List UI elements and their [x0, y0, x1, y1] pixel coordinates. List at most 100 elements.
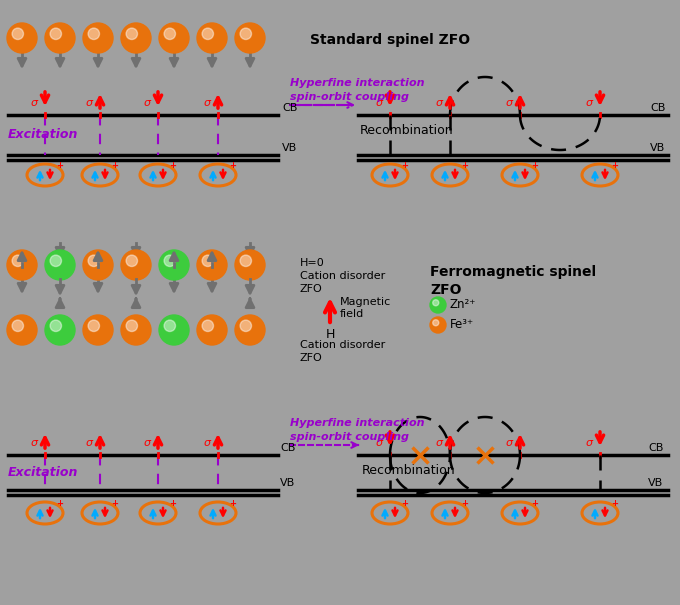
Text: Recombination: Recombination [362, 463, 456, 477]
Text: +: + [56, 162, 63, 171]
Text: Hyperfine interaction
spin-orbit coupling: Hyperfine interaction spin-orbit couplin… [290, 79, 424, 102]
Circle shape [12, 255, 24, 266]
Circle shape [7, 23, 37, 53]
Circle shape [88, 28, 99, 39]
Circle shape [164, 28, 175, 39]
Circle shape [83, 315, 113, 345]
Circle shape [432, 299, 439, 306]
Circle shape [430, 317, 446, 333]
Text: Standard spinel ZFO: Standard spinel ZFO [310, 33, 470, 47]
Text: $\sigma$: $\sigma$ [505, 98, 515, 108]
Text: $\sigma$: $\sigma$ [85, 438, 95, 448]
Circle shape [50, 320, 61, 332]
Text: $\sigma$: $\sigma$ [435, 98, 445, 108]
Text: $\sigma$: $\sigma$ [203, 98, 213, 108]
Text: +: + [532, 162, 539, 171]
Text: H: H [325, 328, 335, 341]
Text: +: + [462, 162, 469, 171]
Text: $\sigma$: $\sigma$ [375, 98, 385, 108]
Text: Cation disorder
ZFO: Cation disorder ZFO [300, 340, 386, 363]
Circle shape [7, 250, 37, 280]
Text: +: + [230, 500, 237, 508]
Text: $\sigma$: $\sigma$ [143, 98, 153, 108]
Circle shape [197, 250, 227, 280]
Text: Fe³⁺: Fe³⁺ [450, 318, 474, 332]
Text: CB: CB [648, 443, 664, 453]
Text: Ferromagnetic spinel
ZFO: Ferromagnetic spinel ZFO [430, 265, 596, 298]
Circle shape [88, 320, 99, 332]
Text: +: + [169, 162, 177, 171]
Circle shape [240, 320, 252, 332]
Circle shape [235, 23, 265, 53]
Circle shape [83, 23, 113, 53]
Text: +: + [462, 500, 469, 508]
Circle shape [50, 28, 61, 39]
Text: VB: VB [650, 143, 665, 153]
Circle shape [235, 315, 265, 345]
Text: Excitation: Excitation [8, 465, 78, 479]
Text: CB: CB [282, 103, 297, 113]
Text: Zn²⁺: Zn²⁺ [450, 298, 477, 312]
Circle shape [45, 315, 75, 345]
Circle shape [83, 250, 113, 280]
Circle shape [126, 255, 137, 266]
Text: +: + [401, 162, 409, 171]
Text: +: + [56, 500, 63, 508]
Text: CB: CB [280, 443, 295, 453]
Text: +: + [169, 500, 177, 508]
Circle shape [121, 315, 151, 345]
Circle shape [164, 320, 175, 332]
Circle shape [432, 319, 439, 326]
Text: $\sigma$: $\sigma$ [505, 438, 515, 448]
Text: $\sigma$: $\sigma$ [585, 98, 595, 108]
Text: +: + [230, 162, 237, 171]
Text: $\sigma$: $\sigma$ [31, 98, 39, 108]
Circle shape [430, 297, 446, 313]
Circle shape [202, 28, 214, 39]
Circle shape [240, 28, 252, 39]
Text: +: + [611, 500, 619, 508]
Text: Excitation: Excitation [8, 128, 78, 142]
Circle shape [159, 315, 189, 345]
Circle shape [121, 23, 151, 53]
Text: Hyperfine interaction
spin-orbit coupling: Hyperfine interaction spin-orbit couplin… [290, 419, 424, 442]
Text: +: + [112, 500, 118, 508]
Text: VB: VB [280, 478, 295, 488]
Text: $\sigma$: $\sigma$ [375, 438, 385, 448]
Circle shape [197, 315, 227, 345]
Circle shape [121, 250, 151, 280]
Text: +: + [532, 500, 539, 508]
Text: VB: VB [648, 478, 663, 488]
Text: $\sigma$: $\sigma$ [143, 438, 153, 448]
Circle shape [12, 28, 24, 39]
Circle shape [88, 255, 99, 266]
Circle shape [45, 23, 75, 53]
Text: Magnetic
field: Magnetic field [340, 297, 391, 319]
Circle shape [159, 23, 189, 53]
Text: $\sigma$: $\sigma$ [85, 98, 95, 108]
Circle shape [159, 250, 189, 280]
Circle shape [197, 23, 227, 53]
Circle shape [45, 250, 75, 280]
Text: H=0
Cation disorder
ZFO: H=0 Cation disorder ZFO [300, 258, 386, 295]
Text: $\sigma$: $\sigma$ [31, 438, 39, 448]
Circle shape [7, 315, 37, 345]
Text: $\sigma$: $\sigma$ [585, 438, 595, 448]
Text: VB: VB [282, 143, 297, 153]
Circle shape [126, 28, 137, 39]
Circle shape [126, 320, 137, 332]
Text: CB: CB [650, 103, 665, 113]
Circle shape [202, 320, 214, 332]
Text: +: + [112, 162, 118, 171]
Circle shape [202, 255, 214, 266]
Text: +: + [401, 500, 409, 508]
Circle shape [240, 255, 252, 266]
Text: $\sigma$: $\sigma$ [203, 438, 213, 448]
Circle shape [235, 250, 265, 280]
Text: Recombination: Recombination [360, 123, 454, 137]
Text: $\sigma$: $\sigma$ [435, 438, 445, 448]
Text: +: + [611, 162, 619, 171]
Circle shape [164, 255, 175, 266]
Circle shape [12, 320, 24, 332]
Circle shape [50, 255, 61, 266]
